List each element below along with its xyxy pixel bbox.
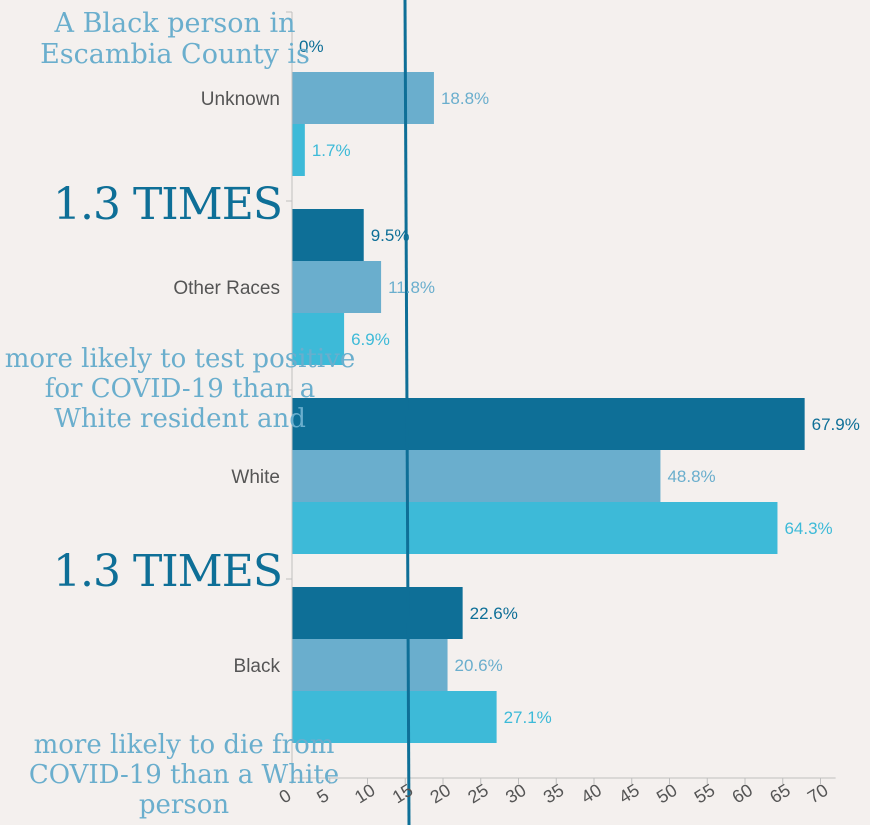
category-label: Unknown: [201, 89, 280, 110]
x-tick-label: 45: [615, 780, 643, 808]
bar-value-label: 18.8%: [441, 89, 489, 108]
category-label: Other Races: [173, 278, 280, 299]
x-tick-label: 0: [276, 785, 295, 807]
bar-value-label: 6.9%: [351, 330, 390, 349]
bar-value-label: 64.3%: [784, 519, 832, 538]
bar-value-label: 0%: [299, 37, 324, 56]
x-tick-label: 70: [804, 780, 832, 808]
x-tick-label: 55: [691, 780, 719, 808]
bar-unknown-series-2: [292, 72, 434, 124]
bar-white-series-3: [292, 502, 778, 554]
x-tick-label: 65: [766, 780, 794, 808]
x-tick-label: 50: [653, 780, 681, 808]
bar-white-series-2: [292, 450, 661, 502]
bar-black-series-3: [292, 691, 497, 743]
x-tick-label: 20: [427, 780, 455, 808]
bars-layer: [292, 72, 805, 743]
bar-other-races-series-3: [292, 313, 345, 365]
bar-black-series-1: [292, 587, 463, 639]
bar-value-label: 22.6%: [470, 604, 518, 623]
x-tick-label: 5: [313, 785, 332, 807]
category-label: Black: [234, 656, 281, 677]
scroll-marker-line: [403, 0, 411, 825]
bar-value-label: 11.8%: [388, 278, 435, 297]
axes-layer: [286, 0, 836, 825]
bar-value-label: 20.6%: [455, 656, 503, 675]
bar-value-label: 9.5%: [371, 226, 410, 245]
bar-other-races-series-1: [292, 209, 364, 261]
category-label: White: [231, 467, 280, 488]
x-tick-label: 35: [540, 780, 568, 808]
bar-value-label: 67.9%: [812, 415, 860, 434]
x-tick-label: 60: [729, 780, 757, 808]
bar-other-races-series-2: [292, 261, 382, 313]
bar-unknown-series-3: [292, 124, 305, 176]
bar-black-series-2: [292, 639, 448, 691]
bar-value-label: 48.8%: [667, 467, 715, 486]
x-tick-label: 30: [502, 780, 530, 808]
x-tick-label: 15: [389, 780, 417, 808]
x-tick-label: 40: [578, 780, 606, 808]
bar-value-label: 1.7%: [312, 141, 351, 160]
x-tick-label: 25: [464, 780, 492, 808]
x-tick-label: 10: [351, 780, 379, 808]
bar-white-series-1: [292, 398, 805, 450]
bar-value-label: 27.1%: [504, 708, 552, 727]
